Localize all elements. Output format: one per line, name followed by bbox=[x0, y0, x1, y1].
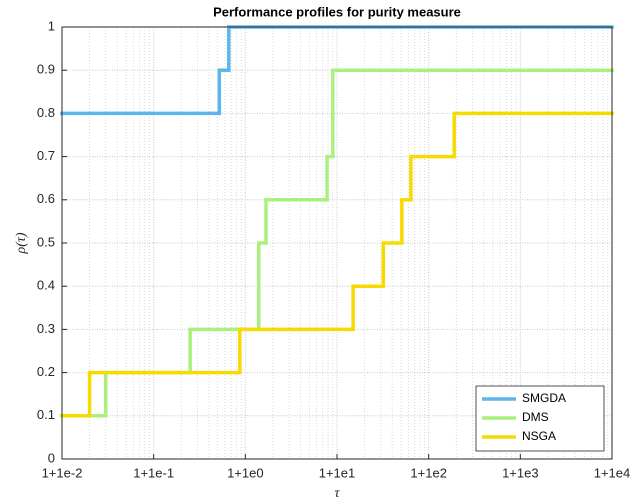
y-tick-label: 0.7 bbox=[37, 148, 55, 163]
x-tick-label: 1+1e3 bbox=[502, 465, 539, 480]
series-line bbox=[60, 111, 614, 418]
x-tick-label: 1+1e1 bbox=[319, 465, 356, 480]
y-tick-label: 0.2 bbox=[37, 364, 55, 379]
legend-label: SMGDA bbox=[522, 391, 566, 405]
y-tick-label: 0.1 bbox=[37, 407, 55, 422]
y-tick-label: 0.9 bbox=[37, 62, 55, 77]
x-tick-label: 1+1e4 bbox=[594, 465, 631, 480]
y-axis-label: ρ(τ) bbox=[14, 232, 29, 254]
x-tick-label: 1+1e2 bbox=[410, 465, 447, 480]
x-tick-label: 1+1e0 bbox=[227, 465, 264, 480]
y-tick-label: 0 bbox=[48, 450, 55, 465]
x-tick-label: 1+1e-2 bbox=[42, 465, 83, 480]
y-tick-label: 1 bbox=[48, 18, 55, 33]
x-axis-label: τ bbox=[334, 486, 340, 501]
y-tick-label: 0.6 bbox=[37, 191, 55, 206]
y-tick-label: 0.3 bbox=[37, 321, 55, 336]
x-tick-label: 1+1e-1 bbox=[133, 465, 174, 480]
y-tick-label: 0.8 bbox=[37, 105, 55, 120]
y-tick-label: 0.5 bbox=[37, 234, 55, 249]
chart-title: Performance profiles for purity measure bbox=[213, 4, 461, 19]
y-tick-label: 0.4 bbox=[37, 278, 55, 293]
legend-label: NSGA bbox=[522, 429, 556, 443]
axes-box bbox=[61, 26, 613, 460]
legend-label: DMS bbox=[522, 410, 549, 424]
